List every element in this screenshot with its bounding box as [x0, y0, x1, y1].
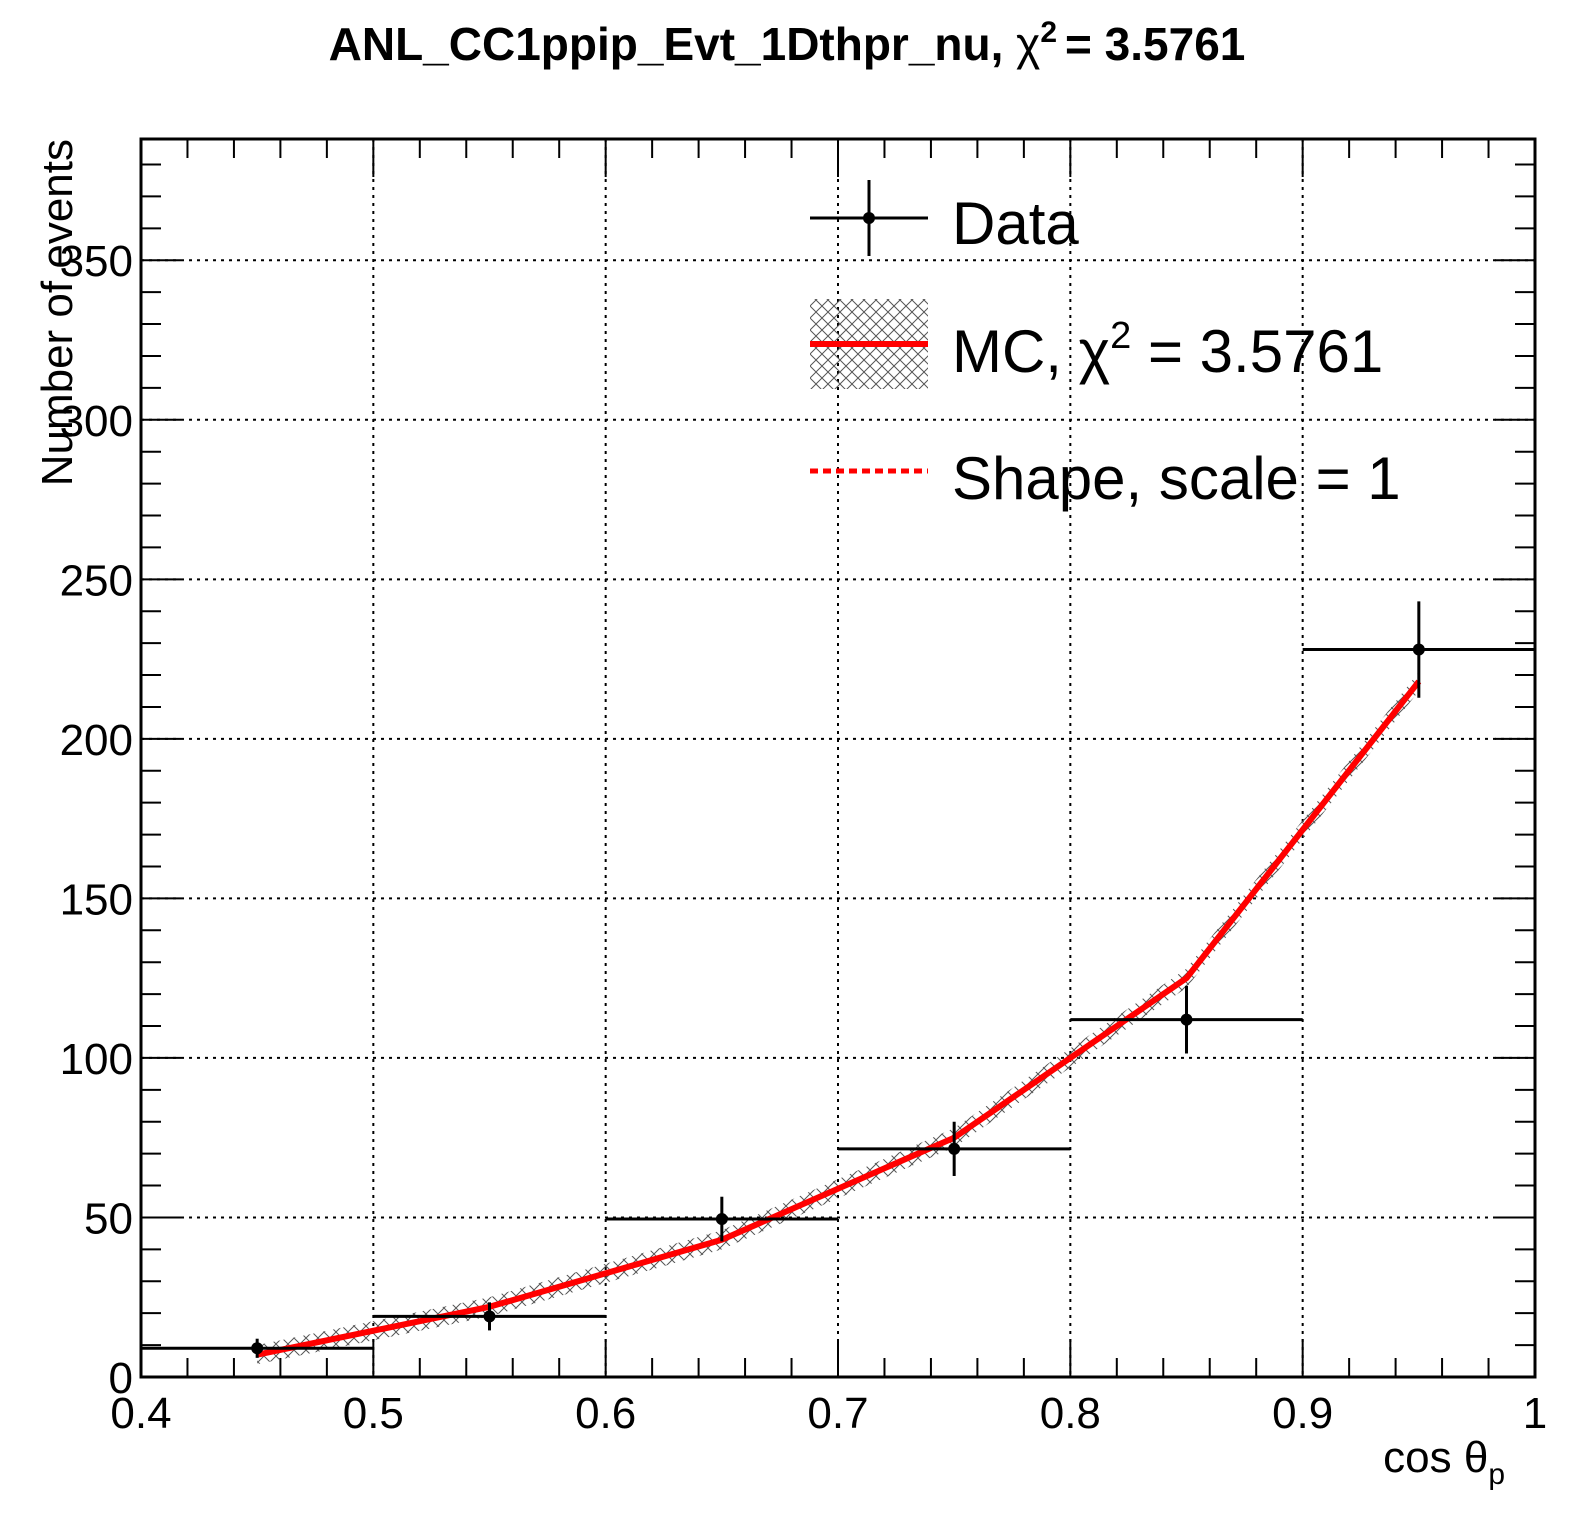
x-tick-label: 0.9: [1272, 1389, 1333, 1438]
y-tick-labels: 0 50 100 150 200 250 300 350: [60, 237, 133, 1403]
legend-shape-label: Shape, scale = 1: [952, 445, 1401, 512]
chart-title: ANL_CC1ppip_Evt_1Dthpr_nu, χ2 = 3.5761: [329, 16, 1246, 70]
mc-series: [256, 671, 1422, 1365]
data-point: [483, 1310, 496, 1323]
legend-data-label: Data: [952, 190, 1079, 257]
y-tick-label: 200: [60, 716, 133, 765]
axis-ticks: [140, 139, 1536, 1378]
data-point: [948, 1142, 961, 1155]
x-tick-label: 0.4: [110, 1389, 171, 1438]
y-tick-label: 50: [84, 1194, 133, 1243]
data-series: [141, 601, 1535, 1358]
data-point: [1180, 1013, 1193, 1026]
legend: Data MC, χ2 = 3.5761 Shape, scale = 1: [810, 180, 1401, 512]
legend-mc-marker: [810, 299, 928, 389]
y-tick-label: 250: [60, 556, 133, 605]
data-point: [251, 1342, 264, 1355]
plot-frame: [139, 137, 1537, 1379]
mc-line: [256, 679, 1422, 1358]
data-point: [715, 1213, 728, 1226]
x-tick-label: 1: [1523, 1389, 1547, 1438]
legend-data-marker: [810, 180, 928, 256]
legend-mc-label: MC, χ2 = 3.5761: [952, 315, 1383, 385]
x-tick-labels: 0.4 0.5 0.6 0.7 0.8 0.9 1: [110, 1389, 1547, 1438]
y-tick-label: 0: [109, 1354, 133, 1403]
x-tick-label: 0.8: [1040, 1389, 1101, 1438]
x-tick-label: 0.6: [575, 1389, 636, 1438]
y-tick-label: 300: [60, 397, 133, 446]
data-point: [1412, 643, 1425, 656]
x-tick-label: 0.5: [343, 1389, 404, 1438]
y-axis-label: Number of events: [33, 139, 82, 486]
y-tick-label: 150: [60, 875, 133, 924]
x-axis-label: cos θp: [1383, 1433, 1505, 1491]
y-tick-label: 100: [60, 1035, 133, 1084]
x-tick-label: 0.7: [807, 1389, 868, 1438]
y-tick-label: 350: [60, 237, 133, 286]
grid: [141, 139, 1535, 1377]
